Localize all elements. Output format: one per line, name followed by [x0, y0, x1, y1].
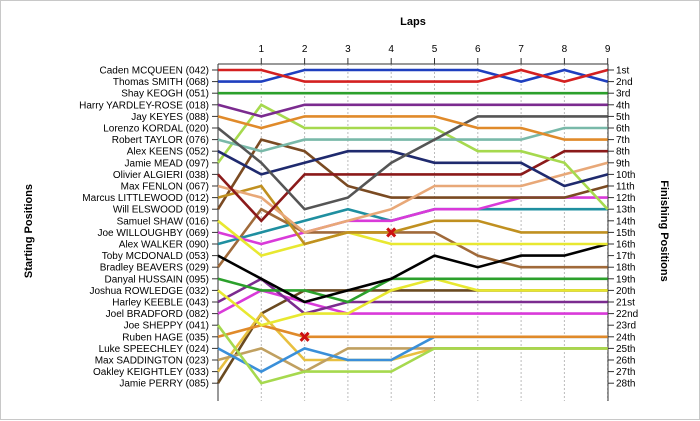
starting-driver-label: Alex KEENS (052) — [127, 147, 209, 158]
starting-driver-label: Alex WALKER (090) — [119, 240, 209, 251]
right-axis-title: Finishing Positions — [658, 180, 670, 281]
finishing-position-label: 27th — [616, 367, 635, 378]
finishing-position-label: 21st — [616, 298, 635, 309]
finishing-position-label: 3rd — [616, 89, 630, 100]
x-axis-title: Laps — [400, 16, 426, 28]
lap-tick-label: 9 — [605, 44, 611, 55]
finishing-position-label: 20th — [616, 286, 635, 297]
finishing-position-label: 16th — [616, 240, 635, 251]
lap-tick-label: 2 — [302, 44, 308, 55]
driver-line — [217, 161, 609, 234]
driver-line — [217, 103, 608, 118]
finishing-position-label: 10th — [616, 170, 635, 181]
starting-driver-label: Oakley KEIGHTLEY (033) — [93, 367, 209, 378]
retirement-marker — [299, 331, 310, 342]
starting-driver-label: Joshua ROWLEDGE (032) — [90, 286, 210, 297]
starting-driver-label: Joel BRADFORD (082) — [106, 309, 209, 320]
starting-driver-label: Shay KEOGH (051) — [121, 89, 209, 100]
lap-tick-label: 3 — [345, 44, 351, 55]
finishing-position-label: 1st — [616, 66, 630, 77]
starting-driver-label: Jamie MEAD (097) — [125, 158, 209, 169]
finishing-position-label: 12th — [616, 193, 635, 204]
driver-line — [217, 277, 608, 327]
finishing-position-label: 11th — [616, 182, 635, 193]
starting-driver-label: Marcus LITTLEWOOD (012) — [82, 193, 209, 204]
driver-line — [217, 242, 609, 304]
finishing-position-label: 13th — [616, 205, 635, 216]
driver-line — [217, 277, 608, 316]
starting-driver-label: Ruben HAGE (035) — [122, 332, 209, 343]
starting-driver-label: Thomas SMITH (068) — [113, 77, 209, 88]
driver-line — [216, 103, 609, 211]
starting-driver-label: Harley KEEBLE (043) — [112, 298, 209, 309]
starting-driver-label: Max SADDINGTON (023) — [95, 356, 209, 367]
lap-tick-label: 6 — [475, 44, 481, 55]
finishing-position-label: 24th — [616, 332, 635, 343]
starting-driver-label: Danyal HUSSAIN (095) — [105, 274, 209, 285]
driver-line — [217, 115, 608, 141]
starting-driver-label: Jay KEYES (088) — [131, 112, 209, 123]
finishing-position-label: 4th — [616, 100, 630, 111]
starting-driver-label: Joe SHEPPY (041) — [124, 321, 209, 332]
starting-driver-label: Jamie PERRY (085) — [119, 379, 209, 390]
finishing-position-label: 28th — [616, 379, 635, 390]
finishing-position-label: 26th — [616, 356, 635, 367]
finishing-position-label: 25th — [616, 344, 635, 355]
finishing-position-label: 14th — [616, 216, 635, 227]
finishing-position-label: 2nd — [616, 77, 633, 88]
driver-line — [218, 68, 609, 83]
starting-driver-label: Will ELSWOOD (019) — [113, 205, 209, 216]
lap-tick-label: 8 — [562, 44, 568, 55]
finishing-position-label: 7th — [616, 135, 630, 146]
starting-driver-label: Caden MCQUEEN (042) — [100, 66, 209, 77]
starting-driver-label: Luke SPEECHLEY (024) — [99, 344, 209, 355]
starting-driver-label: Max FENLON (067) — [121, 182, 209, 193]
driver-line — [217, 115, 608, 211]
finishing-position-label: 23rd — [616, 321, 636, 332]
finishing-position-label: 17th — [616, 251, 635, 262]
retirement-cross-b — [386, 227, 397, 238]
finishing-position-label: 9th — [616, 158, 630, 169]
starting-driver-label: Harry YARDLEY-ROSE (018) — [79, 100, 209, 111]
lap-tick-label: 4 — [388, 44, 394, 55]
lap-ticks: 1 2 3 4 5 6 7 8 9 — [259, 44, 611, 64]
finishing-position-label: 22nd — [616, 309, 638, 320]
finishing-position-label: 5th — [616, 112, 630, 123]
finishing-position-label: 6th — [616, 124, 630, 135]
finishing-position-label: 15th — [616, 228, 635, 239]
finishing-position-label: 19th — [616, 274, 635, 285]
driver-line — [217, 149, 609, 188]
starting-driver-label: Joe WILLOUGHBY (069) — [97, 228, 209, 239]
starting-driver-label: Bradley BEAVERS (029) — [100, 263, 209, 274]
driver-line — [216, 324, 608, 385]
driver-lines — [216, 68, 609, 385]
starting-driver-label: Robert TAYLOR (076) — [112, 135, 209, 146]
retirement-cross-b — [299, 331, 310, 342]
finishing-position-label: 8th — [616, 147, 630, 158]
starting-driver-label: Lorenzo KORDAL (020) — [103, 124, 209, 135]
driver-line — [216, 207, 608, 269]
finishing-position-label: 18th — [616, 263, 635, 274]
finishing-position-labels: 1st2nd3rd4th5th6th7th8th9th10th11th12th1… — [608, 66, 638, 390]
starting-position-labels: Caden MCQUEEN (042)Thomas SMITH (068)Sha… — [79, 66, 218, 390]
left-axis-title: Starting Positions — [23, 184, 35, 278]
driver-line — [217, 219, 608, 258]
retirement-marker — [386, 227, 397, 238]
lap-tick-label: 5 — [432, 44, 438, 55]
lap-tick-label: 7 — [518, 44, 524, 55]
starting-driver-label: Olivier ALGIERI (038) — [113, 170, 209, 181]
retirement-markers — [299, 227, 397, 342]
lap-tick-label: 1 — [259, 44, 265, 55]
starting-driver-label: Toby MCDONALD (053) — [102, 251, 209, 262]
driver-line — [217, 149, 608, 223]
driver-line — [217, 323, 608, 339]
starting-driver-label: Samuel SHAW (016) — [117, 216, 209, 227]
